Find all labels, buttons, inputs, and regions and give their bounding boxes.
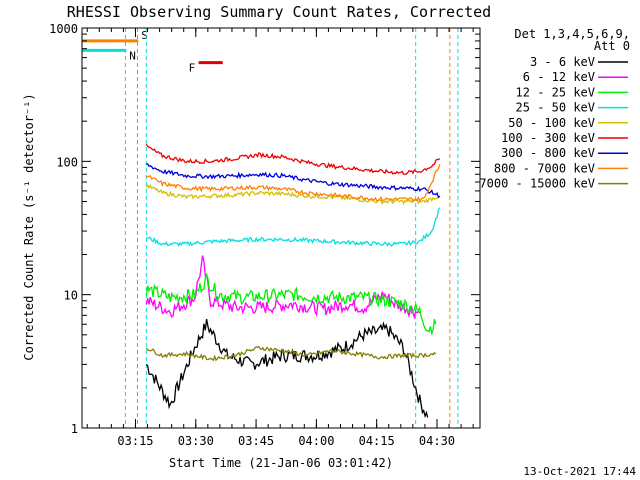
series-line — [145, 183, 441, 206]
series-line — [145, 272, 437, 336]
chart-title: RHESSI Observing Summary Count Rates, Co… — [67, 3, 491, 21]
series-line — [146, 163, 441, 199]
legend-label: 25 - 50 keV — [516, 101, 595, 115]
plot-area: SN F 1 10 100 1000 03:15 03:30 03:45 04:00 04:15 04… — [49, 22, 481, 448]
legend-header-line1: Det 1,3,4,5,6,9, — [514, 27, 630, 41]
legend-header-line2: Att 0 — [594, 39, 630, 53]
legend-label: 7000 - 15000 keV — [479, 177, 595, 191]
x-tick-label: 04:15 — [359, 434, 395, 448]
x-tick-label: 04:00 — [298, 434, 334, 448]
flag-label-n: N — [129, 49, 136, 62]
plot-frame — [81, 27, 481, 429]
legend-label: 6 - 12 keV — [523, 70, 595, 84]
timestamp: 13-Oct-2021 17:44 — [523, 465, 636, 478]
x-axis-label: Start Time (21-Jan-06 03:01:42) — [169, 456, 393, 470]
flag-label-f: F — [189, 62, 196, 75]
series-line — [145, 318, 429, 419]
x-tick-label: 04:30 — [419, 434, 455, 448]
y-tick-label: 100 — [56, 155, 78, 169]
y-tick-label: 1000 — [49, 22, 78, 36]
y-tick-label: 1 — [71, 422, 78, 436]
series-line — [146, 164, 441, 203]
legend-label: 100 - 300 keV — [501, 131, 595, 145]
legend-label: 800 - 7000 keV — [494, 161, 595, 175]
series-line — [145, 143, 441, 176]
legend-label: 12 - 25 keV — [516, 85, 595, 99]
y-axis-label: Corrected Count Rate (s⁻¹ detector⁻¹) — [22, 93, 36, 360]
legend-label: 50 - 100 keV — [508, 116, 595, 130]
y-tick-label: 10 — [64, 289, 78, 303]
legend-label: 300 - 800 keV — [501, 146, 595, 160]
flag-label-s: S — [141, 29, 148, 42]
series-line — [145, 255, 421, 320]
x-tick-label: 03:45 — [238, 434, 274, 448]
x-tick-label: 03:15 — [117, 434, 153, 448]
legend-label: 3 - 6 keV — [530, 55, 595, 69]
x-tick-label: 03:30 — [178, 434, 214, 448]
series-line — [146, 207, 441, 247]
series-line — [145, 346, 437, 362]
